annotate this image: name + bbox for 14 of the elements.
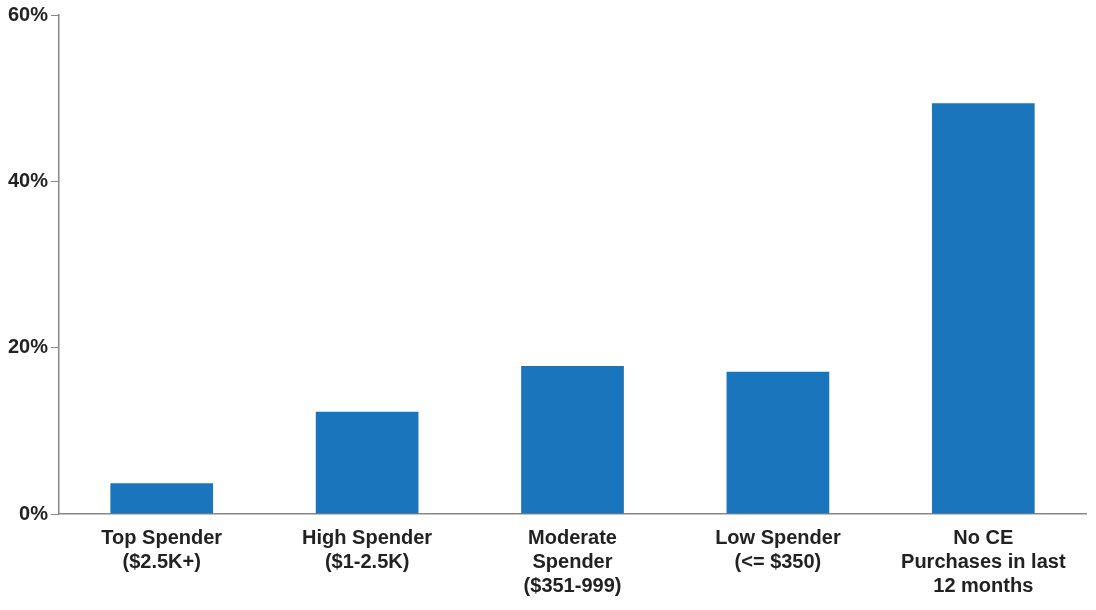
x-tick-label: High Spender ($1-2.5K) [302, 525, 433, 572]
bar [931, 103, 1035, 514]
bar [315, 411, 419, 514]
x-tick-label: No CE Purchases in last 12 months [901, 525, 1066, 596]
x-tick-label: Moderate Spender ($351-999) [523, 525, 622, 596]
y-tick-label: 20% [8, 335, 49, 358]
bar [521, 365, 624, 514]
x-tick-label: Low Spender (<= $350) [715, 525, 841, 572]
y-tick-label: 60% [8, 2, 49, 25]
bar [110, 483, 214, 514]
x-tick-label: Top Spender ($2.5K+) [101, 525, 223, 572]
y-tick-label: 40% [8, 168, 49, 191]
y-tick-label: 0% [19, 501, 49, 524]
bar [726, 371, 830, 514]
